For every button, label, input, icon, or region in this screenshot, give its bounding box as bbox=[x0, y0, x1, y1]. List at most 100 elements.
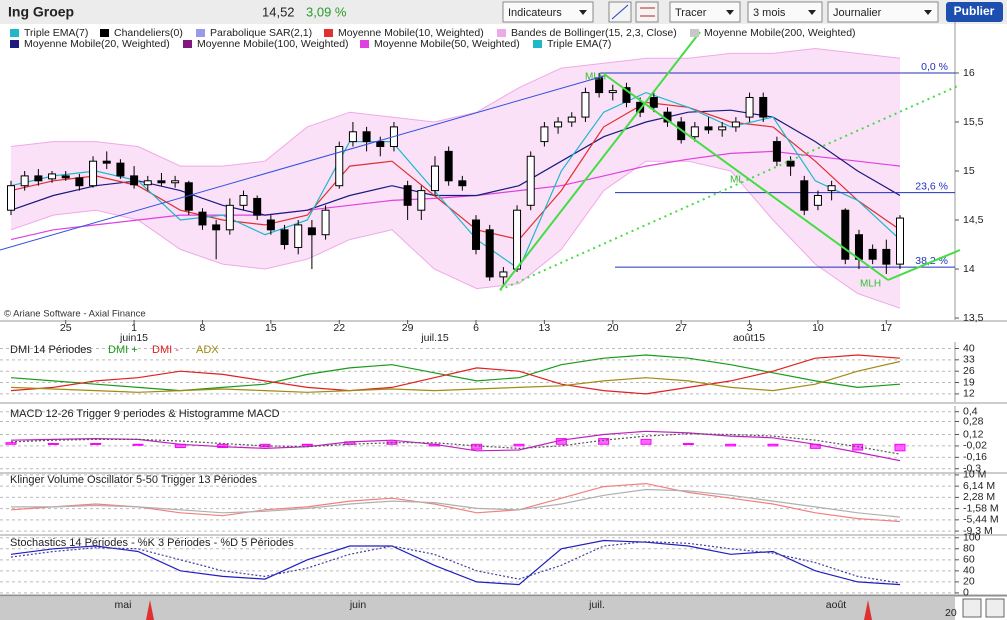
legend-swatch bbox=[360, 40, 369, 48]
histogram-bar bbox=[894, 443, 906, 452]
publish-label: Publier bbox=[954, 4, 995, 18]
fibo-label: 23,6 % bbox=[915, 180, 948, 192]
candle-body bbox=[75, 177, 84, 187]
candle-body bbox=[704, 126, 713, 131]
dropdown[interactable] bbox=[827, 1, 939, 23]
candle-body bbox=[485, 229, 494, 278]
y-tick-label: 10 M bbox=[963, 469, 986, 481]
candle-body bbox=[540, 126, 549, 143]
candle-body bbox=[786, 160, 795, 167]
candle-body bbox=[759, 96, 768, 118]
nav-button[interactable] bbox=[985, 598, 1005, 618]
legend-entry: ADX bbox=[196, 344, 219, 356]
candle-body bbox=[198, 211, 207, 226]
candle-body bbox=[458, 180, 467, 187]
histogram-bar bbox=[47, 442, 59, 445]
nav-handle[interactable] bbox=[864, 600, 872, 620]
candle-body bbox=[800, 180, 809, 211]
candle-body bbox=[622, 87, 631, 103]
indicator-line bbox=[10, 360, 901, 393]
candle-body bbox=[718, 126, 727, 131]
moving-average bbox=[10, 101, 901, 241]
legend-swatch bbox=[10, 29, 19, 37]
dropdown[interactable] bbox=[747, 1, 823, 23]
candle-body bbox=[294, 224, 303, 248]
indicator-line bbox=[10, 430, 901, 462]
trend-line bbox=[0, 75, 605, 251]
x-tick-label: 15 bbox=[265, 322, 277, 334]
bollinger-upper bbox=[10, 47, 901, 167]
legend-label: Moyenne Mobile(20, Weighted) bbox=[24, 38, 170, 50]
nav-handle[interactable] bbox=[146, 600, 154, 620]
panel-title: DMI 14 Périodes bbox=[10, 344, 92, 356]
chart-area bbox=[0, 24, 1007, 596]
nav-button[interactable] bbox=[962, 598, 982, 618]
y-tick-label: 0 bbox=[963, 587, 969, 599]
dropdown[interactable] bbox=[502, 1, 594, 23]
indicator-line bbox=[10, 354, 901, 395]
draw-tool[interactable] bbox=[635, 1, 659, 23]
indicator-line bbox=[10, 354, 901, 392]
navigator-label: août bbox=[826, 599, 847, 611]
pitchfork bbox=[499, 31, 701, 291]
indicator-line bbox=[11, 488, 901, 518]
candle-body bbox=[827, 185, 836, 192]
x-tick-label: 20 bbox=[607, 322, 619, 334]
y-tick-label: 12 bbox=[963, 388, 975, 400]
fibo-label: 0,0 % bbox=[921, 61, 948, 73]
candle-body bbox=[841, 209, 850, 260]
indicator-line bbox=[10, 539, 901, 586]
candle-body bbox=[745, 96, 754, 118]
navigator-label: juin bbox=[349, 599, 367, 611]
pitchfork-label: MLH bbox=[585, 72, 606, 83]
y-tick-label: 40 bbox=[963, 342, 975, 354]
x-tick-label: 1 bbox=[131, 322, 137, 334]
y-tick-label: 33 bbox=[963, 354, 975, 366]
candle-body bbox=[868, 248, 877, 260]
dropdown-label: 3 mois bbox=[753, 7, 786, 19]
candle-body bbox=[20, 175, 29, 187]
y-tick-label: 0,4 bbox=[963, 405, 978, 417]
publish-button[interactable] bbox=[946, 2, 1003, 22]
legend-label: Bandes de Bollinger(15, 2,3, Close) bbox=[511, 27, 677, 39]
candle-body bbox=[731, 121, 740, 128]
candle-body bbox=[581, 92, 590, 118]
legend-swatch bbox=[690, 29, 699, 37]
candle-body bbox=[102, 160, 111, 164]
dropdown-arrow bbox=[924, 10, 932, 15]
panel-title: Stochastics 14 Périodes - %K 3 Périodes … bbox=[10, 537, 294, 549]
y-tick-label: 60 bbox=[963, 554, 975, 566]
dropdown-label: Journalier bbox=[833, 7, 882, 19]
moving-average bbox=[10, 91, 901, 270]
pitchfork-label: ML bbox=[730, 175, 744, 186]
candle-body bbox=[567, 116, 576, 123]
histogram-bar bbox=[90, 442, 102, 445]
navigator[interactable] bbox=[0, 597, 955, 620]
candle-body bbox=[417, 190, 426, 211]
candle-body bbox=[157, 180, 166, 184]
legend-label: Moyenne Mobile(50, Weighted) bbox=[374, 38, 520, 50]
dropdown-label: Tracer bbox=[675, 7, 707, 19]
candle-body bbox=[239, 195, 248, 206]
candle-body bbox=[280, 229, 289, 246]
pitchfork bbox=[603, 73, 889, 281]
y-tick-label: -0,02 bbox=[963, 440, 987, 452]
histogram-bar bbox=[640, 438, 652, 445]
candle-body bbox=[813, 195, 822, 206]
candle-body bbox=[362, 131, 371, 143]
dropdown[interactable] bbox=[669, 1, 741, 23]
candle-body bbox=[608, 90, 617, 94]
indicator-line bbox=[10, 433, 901, 455]
icon bbox=[611, 4, 629, 20]
dropdown-label: Indicateurs bbox=[508, 7, 562, 19]
histogram-bar bbox=[471, 443, 483, 450]
candle-body bbox=[130, 175, 139, 186]
candle-body bbox=[34, 175, 43, 182]
y-tick-label: 2,28 M bbox=[963, 491, 995, 503]
candle-body bbox=[472, 219, 481, 250]
candle-body bbox=[513, 209, 522, 270]
candle-body bbox=[335, 145, 344, 187]
month-label: juil.15 bbox=[420, 332, 449, 344]
month-label: août15 bbox=[733, 332, 765, 344]
